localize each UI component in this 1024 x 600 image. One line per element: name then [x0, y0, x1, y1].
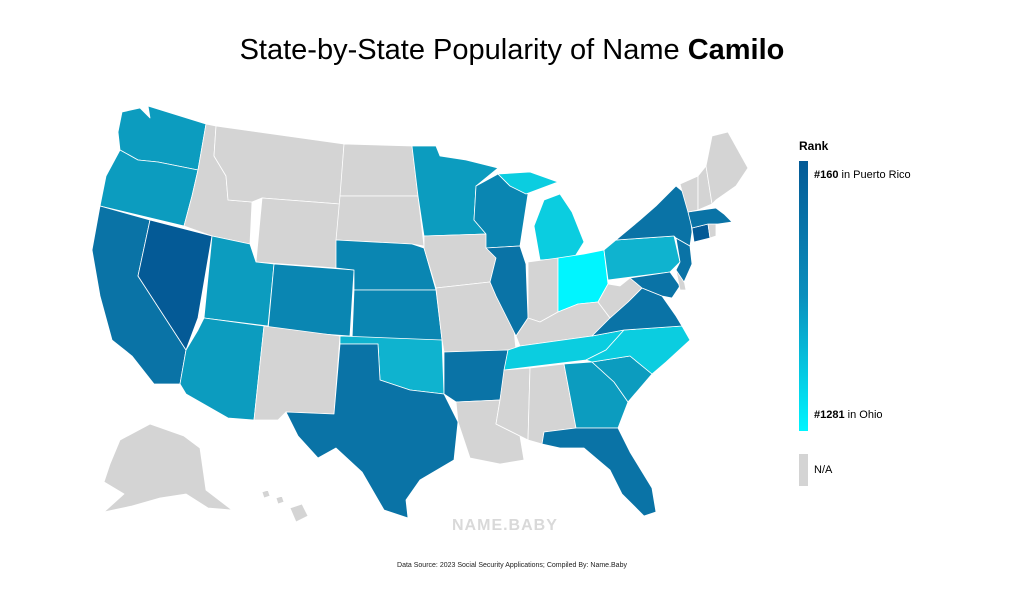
state-alaska[interactable] — [103, 423, 233, 513]
legend-top-rank: #160 — [814, 169, 839, 181]
state-north-dakota[interactable] — [339, 143, 419, 197]
state-wyoming[interactable] — [255, 197, 341, 269]
state-hawaii[interactable] — [261, 489, 309, 523]
legend-bottom-rank: #1281 — [814, 409, 845, 421]
state-massachusetts[interactable] — [687, 207, 733, 229]
name-baby-watermark: NAME.BABY — [452, 517, 558, 534]
state-kansas[interactable] — [351, 289, 443, 341]
legend-top-place: in Puerto Rico — [838, 169, 911, 181]
state-colorado[interactable] — [267, 263, 355, 337]
title-name: Camilo — [687, 34, 785, 66]
state-north-carolina[interactable] — [585, 325, 691, 375]
state-arkansas[interactable] — [443, 349, 509, 403]
legend-top-label: #160 in Puerto Rico — [814, 169, 911, 181]
state-iowa[interactable] — [423, 233, 497, 289]
legend-na-swatch — [799, 454, 808, 486]
state-new-york[interactable] — [615, 185, 693, 247]
legend-title: Rank — [799, 139, 829, 153]
state-new-mexico[interactable] — [253, 325, 341, 421]
legend-na-label: N/A — [814, 464, 833, 476]
legend-bottom-place: in Ohio — [844, 409, 883, 421]
state-nevada[interactable] — [137, 219, 213, 351]
legend-bottom-label: #1281 in Ohio — [814, 409, 883, 421]
chart-title: State-by-State Popularity of Name Camilo — [0, 30, 1024, 70]
state-michigan[interactable] — [497, 171, 585, 261]
title-prefix: State-by-State Popularity of Name — [239, 34, 688, 66]
state-indiana[interactable] — [527, 257, 559, 323]
state-florida[interactable] — [541, 427, 657, 517]
data-source-note: Data Source: 2023 Social Security Applic… — [397, 562, 627, 569]
state-maryland[interactable] — [629, 271, 681, 299]
legend-color-scale — [799, 161, 808, 431]
state-maine[interactable] — [705, 131, 749, 205]
state-texas[interactable] — [285, 343, 459, 519]
state-south-dakota[interactable] — [335, 195, 425, 247]
state-montana[interactable] — [213, 125, 345, 205]
